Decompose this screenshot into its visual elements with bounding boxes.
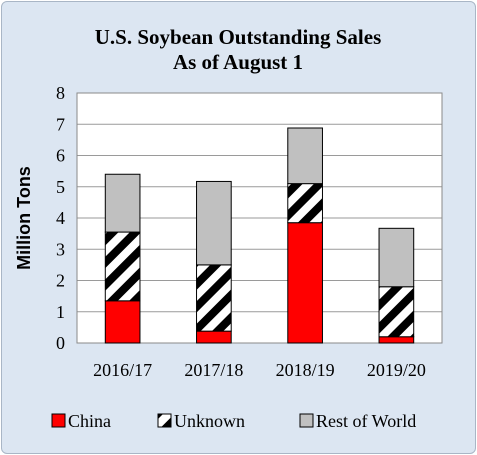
y-tick-label: 8 bbox=[56, 83, 65, 103]
y-tick-label: 3 bbox=[56, 239, 65, 259]
bar-unknown bbox=[104, 231, 141, 302]
y-tick-label: 2 bbox=[56, 271, 65, 291]
chart-title-line-2: As of August 1 bbox=[173, 50, 303, 74]
y-tick-label: 7 bbox=[56, 114, 65, 134]
y-tick-label: 4 bbox=[56, 208, 65, 228]
y-tick-label: 1 bbox=[56, 302, 65, 322]
bar-rest-of-world bbox=[104, 173, 141, 233]
legend-label: Rest of World bbox=[316, 411, 416, 431]
bar-unknown bbox=[287, 183, 323, 224]
bar-china bbox=[104, 300, 141, 344]
y-tick-label: 5 bbox=[56, 177, 65, 197]
bar-rest-of-world bbox=[378, 227, 415, 288]
bar-china bbox=[378, 336, 415, 344]
plot-border bbox=[76, 92, 443, 344]
bar-china bbox=[196, 330, 232, 344]
bar-unknown bbox=[378, 286, 415, 338]
legend-swatch bbox=[157, 413, 172, 428]
bar-rest-of-world bbox=[196, 180, 232, 266]
chart-title-line-1: U.S. Soybean Outstanding Sales bbox=[95, 25, 382, 49]
bar-rest-of-world bbox=[287, 127, 323, 185]
x-tick-label: 2017/18 bbox=[184, 360, 243, 380]
legend-swatch bbox=[299, 413, 314, 428]
y-tick-label: 6 bbox=[56, 146, 65, 166]
x-tick-labels: 2016/17 2017/18 2018/19 2019/20 bbox=[93, 360, 426, 380]
legend: China Unknown Rest of World bbox=[51, 411, 416, 431]
bar-unknown bbox=[196, 264, 232, 332]
y-tick-labels: 0 1 2 3 4 5 6 7 8 bbox=[56, 83, 65, 353]
legend-label: Unknown bbox=[174, 411, 245, 431]
x-tick-label: 2016/17 bbox=[93, 360, 152, 380]
y-axis-label: Million Tons bbox=[14, 166, 34, 270]
x-tick-label: 2019/20 bbox=[367, 360, 426, 380]
bars bbox=[104, 127, 415, 344]
legend-swatch bbox=[51, 413, 66, 428]
legend-label: China bbox=[68, 411, 111, 431]
x-tick-label: 2018/19 bbox=[276, 360, 335, 380]
bar-china bbox=[287, 222, 323, 344]
y-tick-label: 0 bbox=[56, 333, 65, 353]
